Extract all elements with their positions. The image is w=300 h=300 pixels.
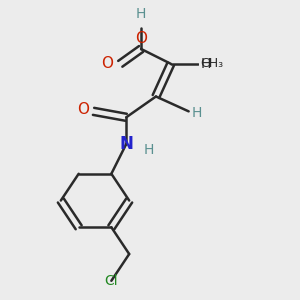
Text: O: O xyxy=(101,56,113,71)
Text: CH₃: CH₃ xyxy=(200,57,224,70)
Text: H: H xyxy=(192,106,202,120)
Text: H: H xyxy=(200,57,211,71)
Text: N: N xyxy=(119,135,133,153)
Text: H: H xyxy=(144,143,154,157)
Text: H: H xyxy=(136,7,146,21)
Text: CH₃: CH₃ xyxy=(200,57,224,70)
Text: O: O xyxy=(135,31,147,46)
Text: O: O xyxy=(77,102,89,117)
Text: Cl: Cl xyxy=(104,274,118,288)
